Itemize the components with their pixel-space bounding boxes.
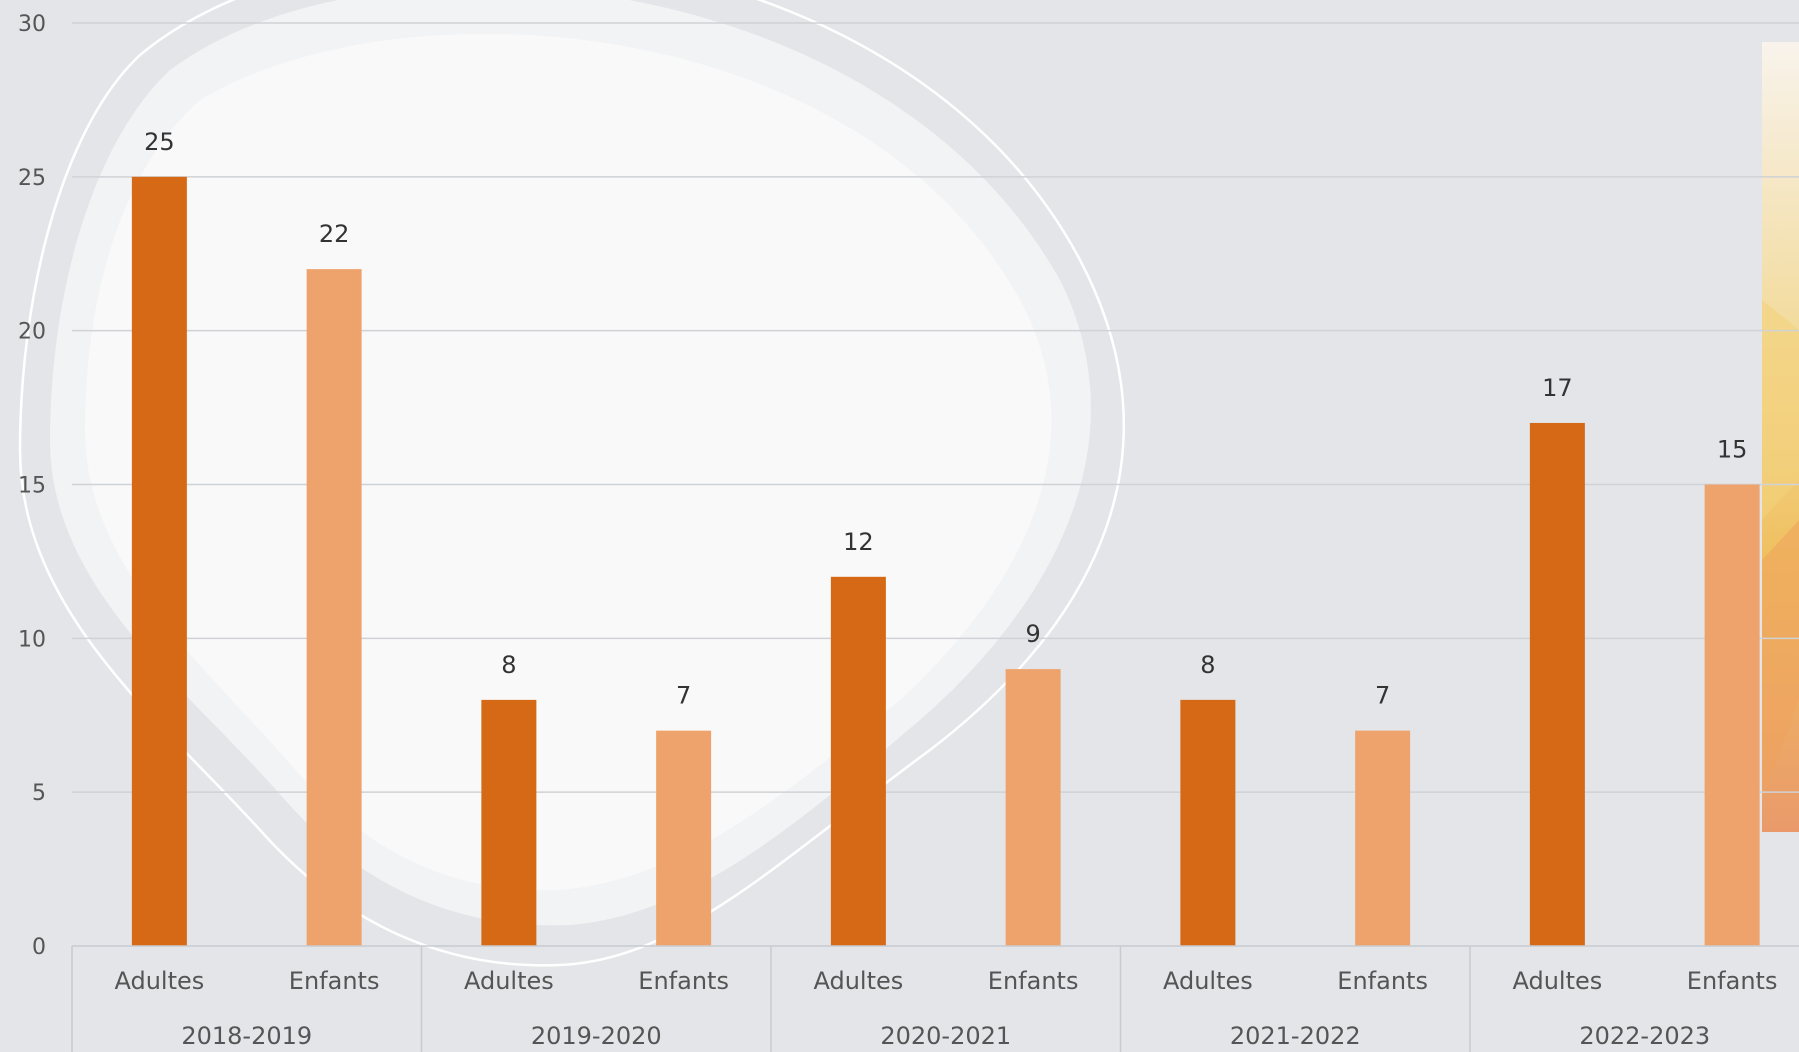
bar-enfants-2020-2021 [1005, 669, 1061, 946]
subcategory-label: Enfants [638, 967, 729, 995]
y-tick-label: 10 [18, 627, 46, 652]
x-axis: Adultes Enfants 2018-2019 Adultes Enfants 201… [71, 945, 1799, 1052]
y-tick-label: 25 [18, 166, 46, 191]
bar-adultes-2022-2023 [1529, 422, 1585, 946]
bars [131, 176, 1760, 947]
bar-enfants-2018-2019 [306, 269, 362, 947]
bar-enfants-2021-2022 [1355, 730, 1411, 946]
data-label: 9 [1025, 620, 1040, 648]
subcategory-label: Adultes [1512, 967, 1602, 995]
bar-adultes-2020-2021 [830, 576, 886, 946]
data-labels: 25 22 8 7 12 9 8 7 17 15 [144, 128, 1747, 710]
data-label: 8 [501, 651, 516, 679]
data-label: 25 [144, 128, 175, 156]
y-tick-label: 20 [18, 320, 46, 345]
subcategory-label: Enfants [988, 967, 1079, 995]
subcategory-label: Enfants [1337, 967, 1428, 995]
data-label: 17 [1542, 374, 1573, 402]
group-label: 2020-2021 [880, 1022, 1011, 1050]
y-tick-label: 0 [32, 935, 46, 960]
subcategory-label: Enfants [1687, 967, 1778, 995]
y-tick-label: 5 [32, 781, 46, 806]
bar-enfants-2022-2023 [1704, 484, 1760, 946]
group-label: 2018-2019 [181, 1022, 312, 1050]
data-label: 12 [843, 528, 874, 556]
bar-adultes-2019-2020 [481, 699, 537, 946]
y-tick-label: 15 [18, 474, 46, 499]
data-label: 7 [1375, 682, 1390, 710]
subcategory-label: Adultes [464, 967, 554, 995]
group-label: 2019-2020 [531, 1022, 662, 1050]
bar-adultes-2021-2022 [1180, 699, 1236, 946]
subcategory-label: Adultes [1163, 967, 1253, 995]
data-label: 8 [1200, 651, 1215, 679]
data-label: 7 [676, 682, 691, 710]
group-label: 2021-2022 [1230, 1022, 1361, 1050]
y-tick-label: 30 [18, 12, 46, 37]
group-label: 2022-2023 [1579, 1022, 1710, 1050]
decorative-gradient-strip [1762, 42, 1799, 832]
data-label: 22 [319, 220, 350, 248]
subcategory-label: Adultes [813, 967, 903, 995]
bar-enfants-2019-2020 [656, 730, 712, 946]
y-axis: 0 5 10 15 20 25 30 [18, 12, 46, 960]
data-label: 15 [1717, 436, 1748, 464]
subcategory-label: Adultes [114, 967, 204, 995]
subcategory-label: Enfants [289, 967, 380, 995]
bar-adultes-2018-2019 [131, 176, 187, 947]
